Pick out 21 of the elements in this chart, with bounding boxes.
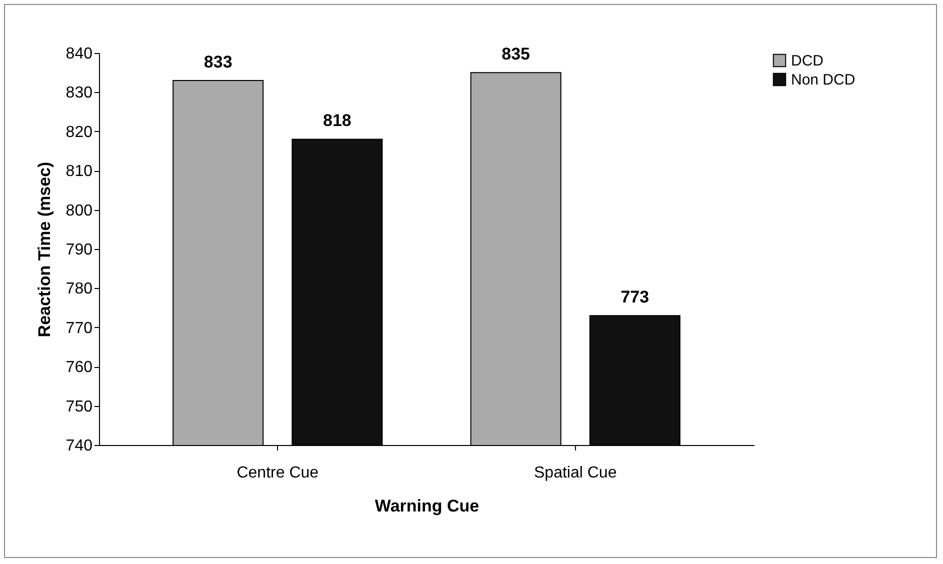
x-tick-label: Spatial Cue	[534, 464, 617, 482]
y-tick-label: 750	[66, 398, 93, 416]
data-label: 833	[204, 52, 232, 72]
y-tick-label: 800	[66, 202, 93, 220]
x-tick-label: Centre Cue	[236, 464, 319, 482]
y-tick-label: 820	[66, 124, 93, 141]
y-tick-label: 780	[66, 280, 93, 298]
y-tick-label: 790	[66, 242, 93, 258]
legend-label: Non DCD	[791, 72, 856, 88]
y-tick-label: 740	[66, 438, 93, 454]
data-label: 818	[322, 111, 352, 130]
y-axis-title: Reaction Time (msec)	[34, 162, 54, 338]
y-tick-label: 840	[66, 46, 93, 62]
x-axis-title: Warning Cue	[374, 496, 480, 516]
legend-label: DCD	[791, 52, 824, 70]
y-tick-label: 760	[66, 359, 93, 376]
y-tick-label: 770	[66, 320, 93, 337]
y-tick-label: 830	[66, 84, 93, 102]
y-tick-label: 810	[66, 163, 93, 180]
data-label: 835	[502, 44, 530, 64]
data-label: 773	[620, 288, 650, 307]
